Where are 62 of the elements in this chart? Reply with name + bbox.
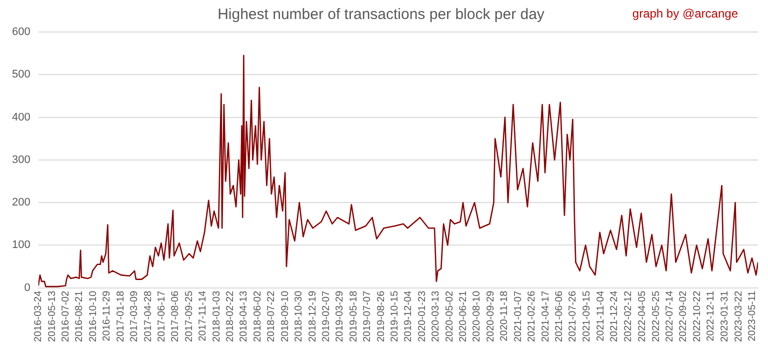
x-tick-label: 2021-12-24	[609, 290, 620, 342]
x-tick-label: 2016-07-02	[60, 290, 72, 342]
x-tick-label: 2016-05-13	[46, 290, 58, 342]
x-tick-label: 2021-04-17	[540, 290, 552, 342]
x-tick-label: 2021-06-06	[554, 290, 565, 342]
x-tick-label: 2022-02-12	[622, 290, 634, 342]
x-tick-label: 2018-07-22	[266, 290, 278, 342]
x-tick-label: 2017-11-14	[198, 290, 209, 342]
chart-title: Highest number of transactions per block per day	[218, 6, 545, 24]
x-tick-label: 2018-10-30	[294, 290, 305, 342]
x-tick-label: 2018-01-03	[211, 290, 222, 342]
x-tick-label: 2018-09-10	[280, 290, 291, 342]
x-tick-label: 2021-02-26	[526, 290, 538, 342]
x-tick-label: 2018-06-02	[252, 290, 264, 342]
x-tick-label: 2023-01-31	[720, 290, 731, 342]
x-tick-label: 2020-03-13	[430, 290, 442, 342]
x-tick-label: 2019-03-29	[334, 290, 346, 342]
x-tick-label: 2018-12-19	[307, 290, 318, 342]
x-tick-label: 2022-10-22	[692, 290, 703, 342]
x-tick-label: 2017-09-25	[184, 290, 195, 342]
y-tick-label: 500	[12, 68, 30, 81]
y-tick-label: 400	[12, 111, 30, 124]
x-tick-label: 2018-04-13	[238, 290, 250, 342]
x-tick-label: 2016-08-21	[74, 290, 86, 342]
y-tick-label: 200	[12, 196, 30, 209]
x-tick-label: 2020-01-23	[416, 290, 428, 342]
text: graph by @arcange	[632, 6, 738, 20]
x-tick-label: 2016-11-29	[102, 290, 113, 342]
x-tick-label: 2020-11-18	[499, 290, 510, 342]
x-tick-label: 2018-02-22	[225, 290, 236, 342]
x-tick-label: 2020-09-29	[485, 290, 496, 342]
x-tick-label: 2019-08-26	[376, 290, 387, 342]
x-tick-label: 2017-01-18	[115, 290, 126, 342]
x-tick-label: 2023-03-22	[733, 290, 744, 342]
y-tick-label: 100	[12, 239, 30, 252]
x-tick-label: 2019-10-15	[390, 290, 400, 342]
x-tick-label: 2022-12-11	[706, 290, 717, 342]
x-tick-label: 2021-09-15	[582, 290, 593, 342]
x-tick-label: 2020-05-02	[444, 290, 456, 342]
y-tick-label: 300	[12, 154, 30, 166]
x-tick-label: 2017-08-06	[170, 290, 182, 342]
x-tick-label: 2021-01-07	[512, 290, 524, 342]
x-tick-label: 2016-10-10	[88, 290, 99, 342]
x-tick-label: 2017-03-09	[129, 290, 140, 342]
x-tick-label: 2022-09-02	[678, 290, 690, 342]
x-tick-label: 2021-07-26	[568, 290, 579, 342]
x-tick-label: 2019-07-07	[362, 290, 374, 342]
x-tick-label: 2022-04-05	[637, 290, 648, 342]
y-tick-label: 600	[12, 26, 30, 38]
x-tick-label: 2020-06-21	[458, 290, 470, 342]
x-tick-label: 2021-11-04	[595, 290, 606, 342]
x-tick-label: 2022-07-14	[664, 290, 676, 342]
x-tick-label: 2019-12-04	[403, 290, 414, 342]
x-tick-label: 2020-08-10	[472, 290, 483, 342]
x-tick-label: 2017-04-28	[142, 290, 154, 342]
x-tick-label: 2023-05-11	[746, 290, 758, 342]
x-tick-label: 2019-05-18	[348, 290, 360, 342]
y-tick-label: 0	[24, 282, 30, 294]
x-tick-label: 2016-03-24	[33, 290, 44, 342]
x-tick-label: 2017-06-17	[156, 290, 168, 342]
x-tick-label: 2022-05-25	[650, 290, 662, 342]
x-tick-label: 2019-02-07	[320, 290, 332, 342]
